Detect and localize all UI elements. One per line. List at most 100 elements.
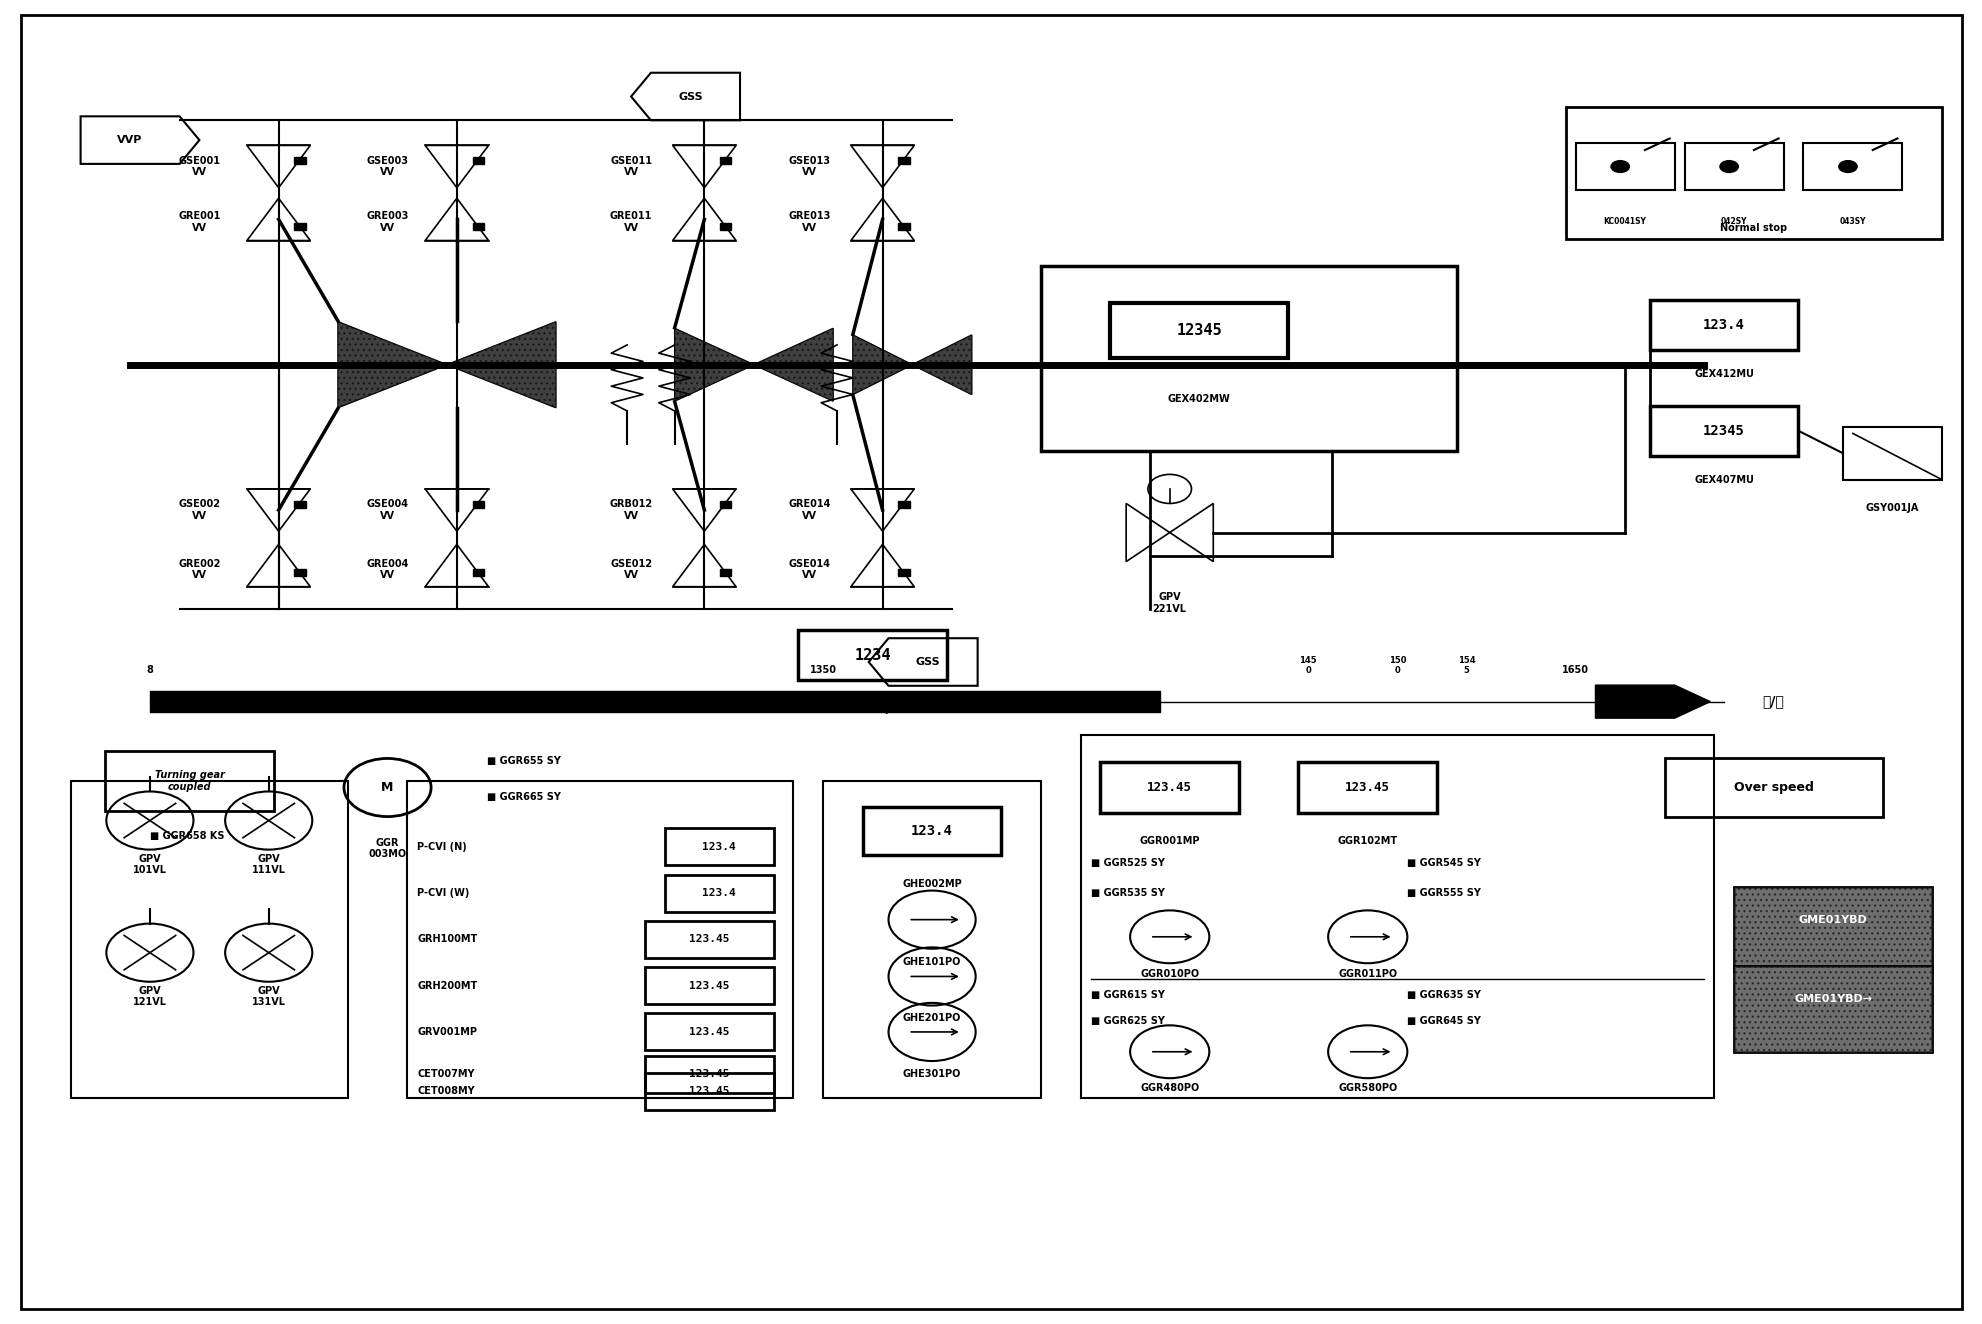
Bar [898, 158, 910, 164]
Text: 123.45: 123.45 [688, 1087, 729, 1096]
Text: GSE004
VV: GSE004 VV [367, 499, 408, 520]
Text: Turning gear
coupled: Turning gear coupled [155, 771, 224, 792]
Text: Normal stop: Normal stop [1720, 224, 1786, 233]
Text: ■ GGR665 SY: ■ GGR665 SY [486, 792, 561, 802]
Text: 123.4: 123.4 [702, 842, 735, 851]
Bar [293, 569, 305, 576]
Text: Over speed: Over speed [1732, 781, 1814, 794]
FancyBboxPatch shape [1732, 887, 1930, 973]
Text: ■ GGR625 SY: ■ GGR625 SY [1090, 1017, 1163, 1026]
Text: GRE002
VV: GRE002 VV [178, 559, 220, 580]
Bar [719, 222, 731, 230]
Text: ■ GGR615 SY: ■ GGR615 SY [1090, 990, 1163, 1000]
Text: GGR001MP: GGR001MP [1140, 837, 1199, 846]
Polygon shape [674, 328, 753, 401]
Bar [293, 500, 305, 508]
Bar [71, 781, 347, 1098]
Text: GSE014
VV: GSE014 VV [789, 559, 830, 580]
Text: 150
0: 150 0 [1387, 655, 1405, 675]
Text: GRE013
VV: GRE013 VV [787, 212, 830, 233]
Bar [472, 569, 484, 576]
Bar [644, 1072, 773, 1110]
Bar [823, 781, 1041, 1098]
Text: 1650: 1650 [1562, 665, 1588, 675]
Text: GPV
111VL: GPV 111VL [252, 854, 285, 875]
Polygon shape [753, 328, 832, 401]
Text: GSE002
VV: GSE002 VV [178, 499, 220, 520]
FancyBboxPatch shape [1732, 967, 1930, 1051]
Text: 042SY: 042SY [1720, 217, 1746, 226]
Text: GPV
131VL: GPV 131VL [252, 985, 285, 1008]
Circle shape [1718, 160, 1738, 173]
Text: 123.45: 123.45 [688, 1070, 729, 1079]
Bar [719, 500, 731, 508]
Text: M: M [381, 781, 394, 794]
Text: GRE011
VV: GRE011 VV [610, 212, 652, 233]
Text: GEX402MW: GEX402MW [1167, 393, 1229, 404]
Text: GSS: GSS [678, 91, 702, 102]
Bar [406, 781, 793, 1098]
Text: 8: 8 [147, 665, 153, 675]
Text: 123.45: 123.45 [688, 1027, 729, 1037]
Bar [1685, 143, 1782, 189]
Text: GSE012
VV: GSE012 VV [610, 559, 652, 580]
Text: ■ GGR525 SY: ■ GGR525 SY [1090, 858, 1163, 867]
Text: 043SY: 043SY [1839, 217, 1865, 226]
Text: Turbine speed: Turbine speed [832, 704, 912, 714]
Text: ■ GGR545 SY: ■ GGR545 SY [1407, 858, 1481, 867]
Text: P-CVI (N): P-CVI (N) [416, 842, 466, 851]
Bar [105, 751, 274, 810]
Text: CET008MY: CET008MY [416, 1087, 474, 1096]
Text: 123.45: 123.45 [1344, 781, 1389, 794]
Text: GHE301PO: GHE301PO [902, 1068, 961, 1079]
Bar [472, 500, 484, 508]
Text: GEX407MU: GEX407MU [1693, 475, 1754, 485]
Text: GHE101PO: GHE101PO [902, 957, 961, 967]
Text: 12345: 12345 [1703, 424, 1744, 438]
Text: 123.45: 123.45 [688, 935, 729, 944]
Circle shape [1609, 160, 1629, 173]
Text: 1350: 1350 [809, 665, 836, 675]
Text: ■ GGR535 SY: ■ GGR535 SY [1090, 888, 1163, 898]
Bar [1665, 759, 1881, 817]
Bar [898, 500, 910, 508]
Text: 12345: 12345 [1175, 323, 1221, 338]
FancyBboxPatch shape [1732, 967, 1930, 1051]
Text: ■ GGR645 SY: ■ GGR645 SY [1407, 1017, 1481, 1026]
Text: GME01YBD: GME01YBD [1798, 915, 1867, 924]
Bar [644, 1055, 773, 1092]
Bar [644, 968, 773, 1004]
Text: 123.4: 123.4 [910, 824, 953, 838]
Text: ■ GGR635 SY: ■ GGR635 SY [1407, 990, 1481, 1000]
Text: ■ GGR655 SY: ■ GGR655 SY [486, 756, 561, 767]
Text: 転/分: 転/分 [1762, 695, 1784, 708]
Polygon shape [912, 335, 971, 395]
Text: GGR102MT: GGR102MT [1338, 837, 1397, 846]
Polygon shape [852, 335, 912, 395]
Text: 145
0: 145 0 [1298, 655, 1316, 675]
Text: 123.45: 123.45 [688, 981, 729, 990]
Text: GRB012
VV: GRB012 VV [608, 499, 652, 520]
Text: GRH200MT: GRH200MT [416, 981, 478, 990]
Text: GSE001
VV: GSE001 VV [178, 156, 220, 177]
Text: GRE001
VV: GRE001 VV [178, 212, 220, 233]
Text: GRE014
VV: GRE014 VV [787, 499, 830, 520]
Text: GSE003
VV: GSE003 VV [367, 156, 408, 177]
FancyArrow shape [1596, 685, 1708, 718]
Text: GGR480PO: GGR480PO [1140, 1083, 1199, 1094]
Polygon shape [852, 335, 912, 395]
Bar [719, 569, 731, 576]
Text: GGR580PO: GGR580PO [1338, 1083, 1397, 1094]
Bar [644, 1013, 773, 1050]
Bar [293, 158, 305, 164]
Text: 123.45: 123.45 [1148, 781, 1191, 794]
Bar [719, 158, 731, 164]
Bar [472, 158, 484, 164]
Polygon shape [446, 322, 555, 408]
Text: VVP: VVP [117, 135, 143, 146]
Text: 1234: 1234 [854, 647, 890, 663]
Bar [1041, 266, 1457, 450]
Text: GSS: GSS [916, 657, 939, 667]
Text: GRE003
VV: GRE003 VV [367, 212, 408, 233]
Text: GSE013
VV: GSE013 VV [789, 156, 830, 177]
